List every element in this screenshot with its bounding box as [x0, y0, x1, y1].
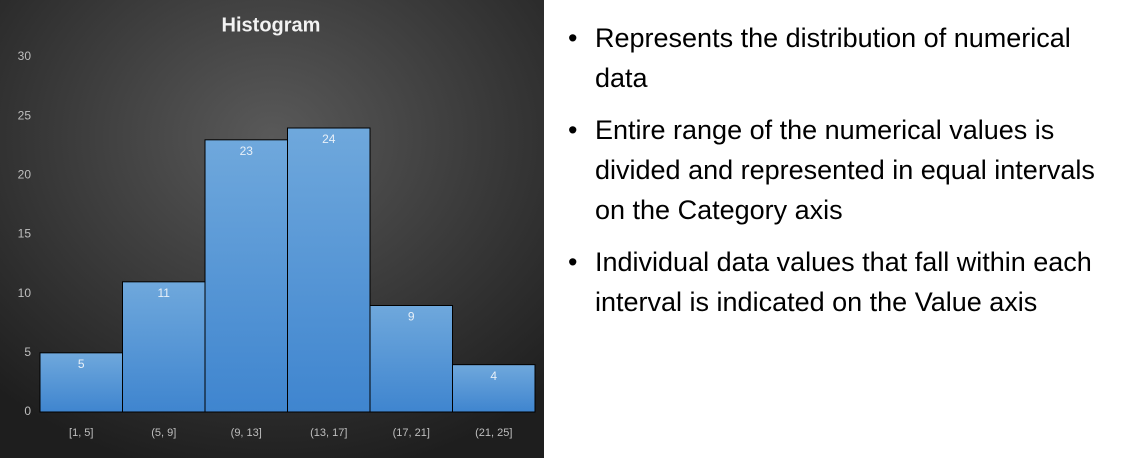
bullet-item: Individual data values that fall within … — [568, 242, 1116, 322]
bar — [122, 281, 206, 413]
bar — [39, 352, 123, 413]
x-tick-label: (9, 13] — [231, 427, 262, 439]
value-label: 9 — [408, 310, 415, 324]
chart: Histogram 0 5 10 15 20 25 30 [1, 5] 5 (5, 9] 11 (9,… — [0, 0, 544, 458]
bar — [287, 127, 371, 413]
x-tick-label: (17, 21] — [393, 427, 430, 439]
bar — [204, 139, 288, 413]
y-tick-label: 0 — [24, 404, 31, 418]
bullet-list: Represents the distribution of numerical… — [568, 18, 1116, 334]
y-tick-label: 20 — [18, 168, 32, 182]
x-tick-label: [1, 5] — [69, 427, 93, 439]
y-tick-label: 10 — [18, 286, 32, 300]
y-tick-label: 15 — [18, 227, 32, 241]
value-label: 5 — [78, 357, 85, 371]
value-label: 11 — [158, 286, 171, 300]
value-label: 4 — [490, 369, 497, 383]
bullet-item: Entire range of the numerical values is … — [568, 110, 1116, 230]
chart-title: Histogram — [222, 14, 321, 36]
bar — [369, 305, 453, 413]
x-tick-label: (5, 9] — [151, 427, 176, 439]
y-tick-label: 25 — [18, 108, 32, 122]
value-label: 24 — [322, 132, 336, 146]
y-tick-label: 5 — [24, 345, 31, 359]
x-tick-label: (13, 17] — [310, 427, 347, 439]
y-tick-label: 30 — [18, 49, 32, 63]
x-tick-label: (21, 25] — [475, 427, 512, 439]
bullet-item: Represents the distribution of numerical… — [568, 18, 1116, 98]
bar — [452, 364, 536, 413]
value-label: 23 — [240, 144, 254, 158]
